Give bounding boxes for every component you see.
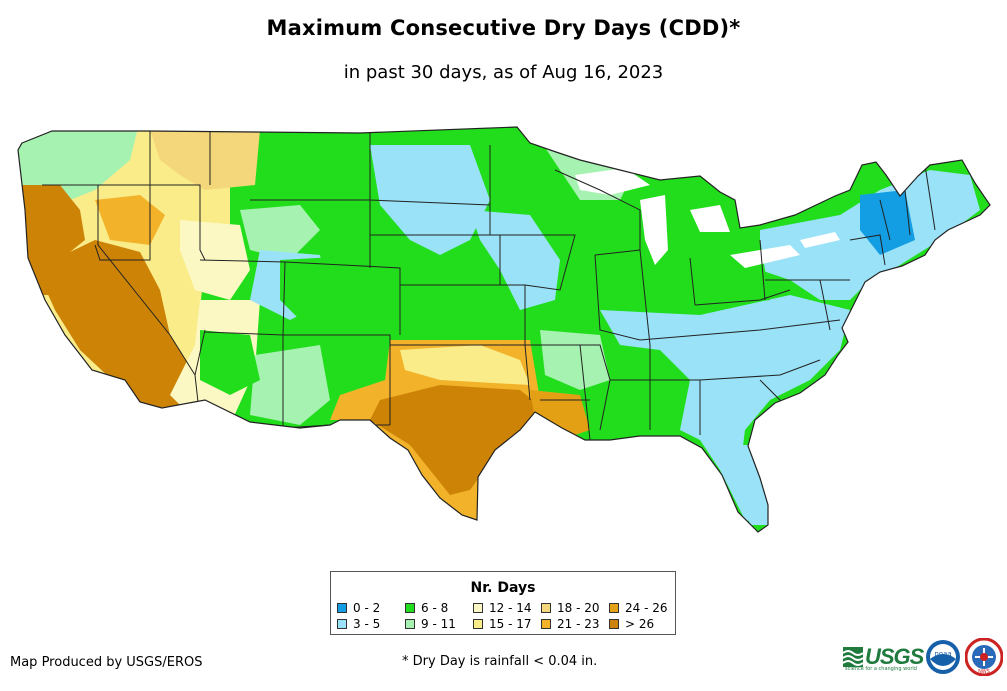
legend-item-24-26: 24 - 26 [609, 601, 675, 615]
legend-label: 24 - 26 [625, 601, 668, 615]
legend-title: Nr. Days [470, 580, 536, 596]
legend-item-0-2: 0 - 2 [337, 601, 403, 615]
legend-label: > 26 [625, 617, 655, 631]
legend-swatch [337, 603, 347, 613]
nws-wordmark: NWS [978, 669, 990, 675]
legend-item-21-23: 21 - 23 [541, 617, 607, 631]
usgs-tagline: science for a changing world [845, 666, 917, 672]
dry-day-footnote: * Dry Day is rainfall < 0.04 in. [402, 654, 598, 669]
legend-swatch [609, 603, 619, 613]
legend-item-9-11: 9 - 11 [405, 617, 471, 631]
noaa-wordmark: noaa [934, 650, 951, 658]
usgs-wordmark: USGS [865, 644, 924, 669]
legend-swatch [541, 619, 551, 629]
legend-swatch [337, 619, 347, 629]
legend-item-15-17: 15 - 17 [473, 617, 539, 631]
legend-swatch [405, 619, 415, 629]
legend-swatch [405, 603, 415, 613]
legend-item-3-5: 3 - 5 [337, 617, 403, 631]
us-dry-days-map [17, 126, 991, 533]
legend-label: 9 - 11 [421, 617, 456, 631]
legend-swatch [473, 603, 483, 613]
legend-swatch [541, 603, 551, 613]
legend-item-18-20: 18 - 20 [541, 601, 607, 615]
legend-label: 0 - 2 [353, 601, 381, 615]
legend: Nr. Days 0 - 2 3 - 5 6 - 8 9 - 11 12 - 1… [330, 571, 676, 635]
map-title: Maximum Consecutive Dry Days (CDD)* [266, 16, 741, 40]
legend-swatch [473, 619, 483, 629]
nws-logo-icon: NWS [965, 638, 1003, 676]
legend-label: 15 - 17 [489, 617, 532, 631]
legend-swatch [609, 619, 619, 629]
legend-label: 6 - 8 [421, 601, 449, 615]
legend-label: 18 - 20 [557, 601, 600, 615]
legend-label: 3 - 5 [353, 617, 381, 631]
legend-item-6-8: 6 - 8 [405, 601, 471, 615]
usgs-wave-icon [843, 647, 863, 667]
legend-label: 21 - 23 [557, 617, 600, 631]
noaa-logo-icon: noaa [926, 640, 960, 674]
legend-item-gt-26: > 26 [609, 617, 675, 631]
map-credit: Map Produced by USGS/EROS [10, 655, 203, 670]
agency-logos: USGS science for a changing world noaa N… [843, 638, 1003, 678]
legend-item-12-14: 12 - 14 [473, 601, 539, 615]
legend-label: 12 - 14 [489, 601, 532, 615]
usgs-logo: USGS [843, 644, 924, 669]
map-subtitle: in past 30 days, as of Aug 16, 2023 [343, 62, 664, 83]
